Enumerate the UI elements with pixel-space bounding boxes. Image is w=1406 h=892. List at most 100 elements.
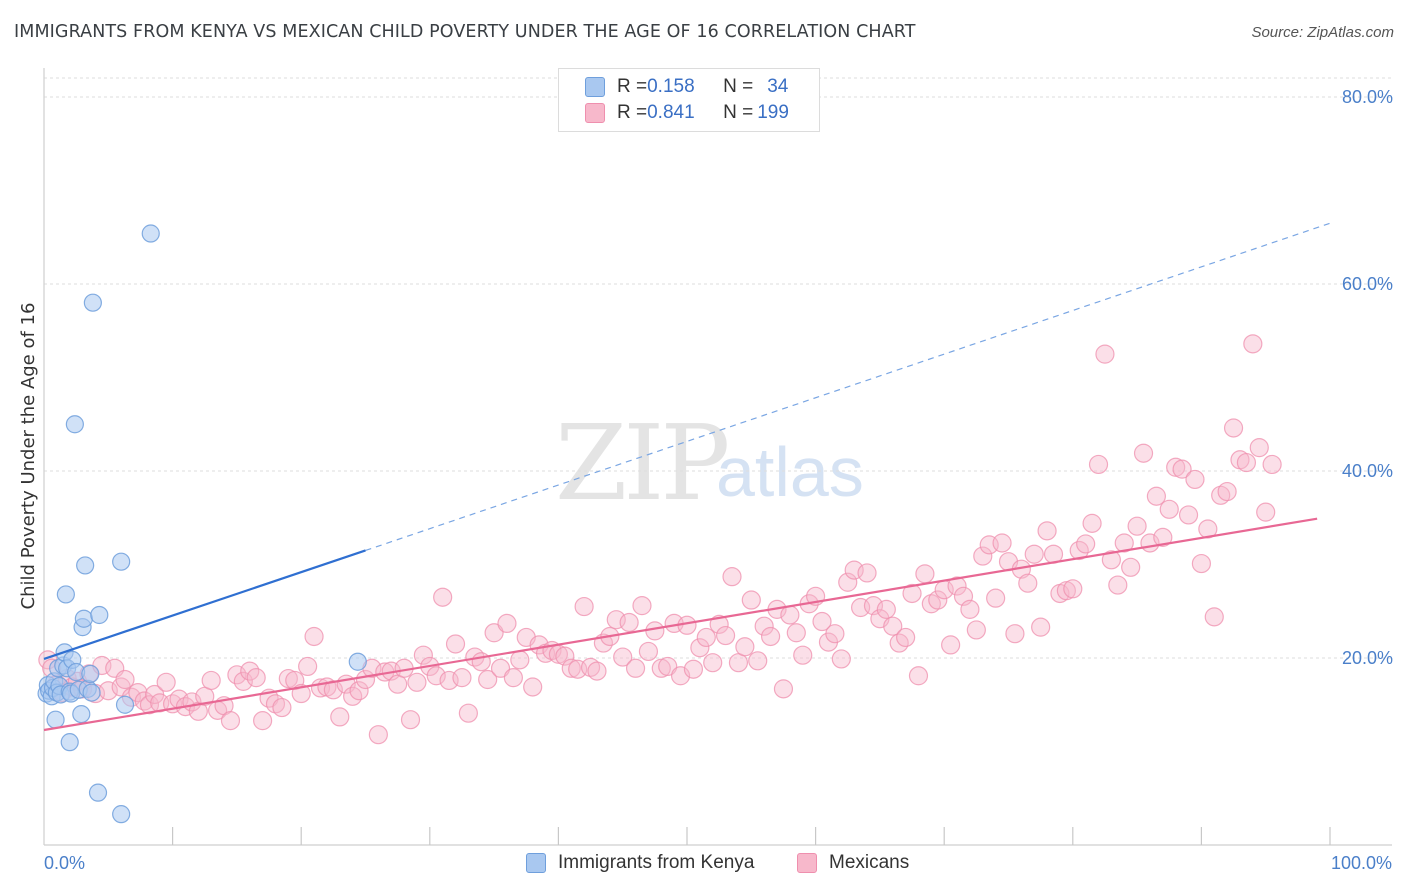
mexicans-point <box>246 668 266 688</box>
mexicans-point <box>908 666 929 686</box>
mexicans-point <box>966 620 986 640</box>
kenya-point <box>90 605 109 625</box>
mexicans-point <box>1101 550 1121 570</box>
kenya-point <box>88 783 108 802</box>
kenya-trend-line <box>43 549 366 660</box>
mexicans-point <box>1018 573 1038 593</box>
mexicans-point <box>722 567 742 587</box>
mexicans-point <box>272 697 292 718</box>
mexicans-point <box>220 711 241 731</box>
mexicans-point <box>1108 575 1128 595</box>
mexicans-point <box>1063 579 1083 599</box>
mexicans-point <box>1198 519 1218 539</box>
x-tick-label-max: 100.0% <box>1331 853 1392 873</box>
x-tick-label-min: 0.0% <box>44 853 85 873</box>
mexicans-point <box>233 671 253 691</box>
mexicans-point <box>1249 438 1269 458</box>
mexicans-point <box>1153 527 1173 547</box>
y-tick-label: 40.0% <box>1342 461 1393 481</box>
bottom-legend-swatch-mexicans <box>797 853 817 873</box>
mexicans-point <box>638 641 659 662</box>
mexicans-point <box>1166 457 1186 477</box>
mexicans-point <box>561 658 581 678</box>
mexicans-point <box>458 703 478 723</box>
mexicans-point <box>876 599 896 619</box>
mexicans-point <box>1076 534 1096 554</box>
mexicans-point <box>156 672 176 692</box>
mexicans-point <box>1127 516 1147 536</box>
mexicans-point <box>1005 624 1025 644</box>
mexicans-point <box>201 670 221 691</box>
legend-swatch-kenya <box>585 77 605 97</box>
mexicans-point <box>992 533 1012 553</box>
mexicans-point <box>619 612 639 633</box>
mexicans-point <box>1114 533 1134 553</box>
mexicans-trend-line <box>43 517 1318 732</box>
mexicans-point <box>625 658 646 678</box>
mexicans-point <box>253 711 273 731</box>
mexicans-point <box>812 611 832 632</box>
mexicans-point <box>915 564 935 584</box>
trend-lines <box>43 222 1331 732</box>
mexicans-point <box>484 623 504 643</box>
mexicans-point <box>715 625 736 646</box>
chart-title: IMMIGRANTS FROM KENYA VS MEXICAN CHILD P… <box>14 22 916 42</box>
mexicans-point <box>838 572 858 592</box>
legend-swatch-mexicans <box>585 103 605 123</box>
mexicans-point <box>1056 581 1076 601</box>
mexicans-point <box>134 691 154 711</box>
mexicans-point <box>696 627 716 648</box>
kenya-point <box>81 664 100 683</box>
mexicans-point <box>574 596 594 617</box>
mexicans-point <box>1121 557 1141 577</box>
mexicans-point <box>1223 418 1244 438</box>
mexicans-points <box>38 334 1282 745</box>
mexicans-point <box>1236 452 1257 473</box>
mexicans-point <box>1088 454 1109 475</box>
legend-n-value-kenya: 34 <box>767 76 789 97</box>
mexicans-point <box>1024 544 1044 564</box>
kenya-point <box>65 415 84 434</box>
mexicans-point <box>407 672 427 692</box>
legend-row-kenya: R = 0.158 N = 34 <box>585 75 788 99</box>
y-tick-label: 80.0% <box>1342 87 1393 107</box>
mexicans-point <box>613 647 633 667</box>
mexicans-point <box>1082 513 1102 533</box>
y-axis-label: Child Poverty Under the Age of 16 <box>18 303 39 610</box>
mexicans-point <box>478 669 498 690</box>
mexicans-point <box>754 616 774 636</box>
mexicans-point <box>780 605 800 625</box>
legend-r-value-kenya: 0.158 <box>647 76 695 97</box>
kenya-point <box>60 733 79 752</box>
mexicans-point <box>115 669 135 690</box>
mexicans-point <box>793 645 813 665</box>
legend-r-value-mexicans: 0.841 <box>647 102 695 123</box>
mexicans-point <box>928 590 948 610</box>
mexicans-point <box>1146 486 1166 506</box>
mexicans-point <box>703 653 723 673</box>
mexicans-point <box>947 576 967 596</box>
mexicans-point <box>426 666 446 686</box>
mexicans-point <box>973 546 993 566</box>
mexicans-point <box>510 650 530 670</box>
y-tick-label: 60.0% <box>1342 274 1393 294</box>
y-tick-label: 20.0% <box>1342 648 1393 668</box>
mexicans-point <box>960 599 980 619</box>
mexicans-point <box>831 649 851 669</box>
mexicans-point <box>632 596 652 616</box>
mexicans-point <box>1031 617 1051 637</box>
mexicans-point <box>1191 553 1212 574</box>
bottom-legend-label-mexicans: Mexicans <box>829 852 910 873</box>
kenya-point <box>56 585 75 604</box>
mexicans-point <box>1262 454 1282 475</box>
kenya-point <box>83 293 102 312</box>
mexicans-point <box>825 624 845 644</box>
mexicans-point <box>690 638 710 658</box>
mexicans-point <box>452 668 472 688</box>
x-ticks <box>172 827 1331 845</box>
mexicans-point <box>503 668 523 688</box>
kenya-point <box>76 556 95 575</box>
mexicans-point <box>490 658 511 678</box>
mexicans-point <box>651 658 671 678</box>
mexicans-point <box>645 621 665 641</box>
